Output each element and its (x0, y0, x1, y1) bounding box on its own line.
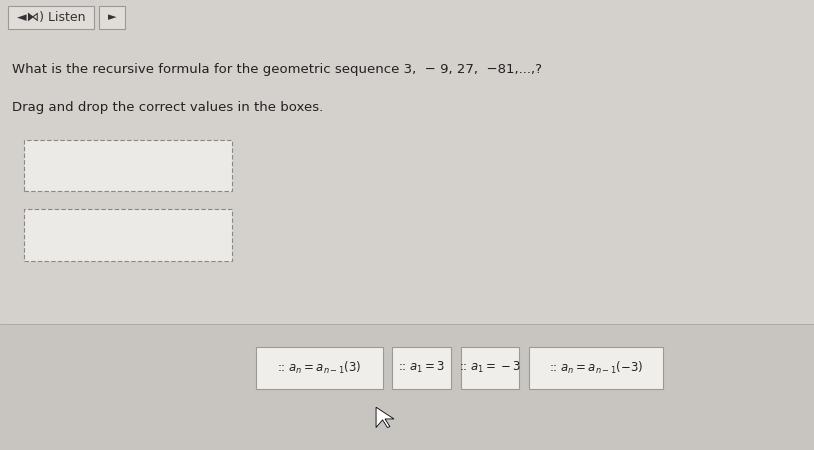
Text: :: $a_n = a_{n-1}(3)$: :: $a_n = a_{n-1}(3)$ (278, 360, 361, 376)
Text: ►: ► (108, 13, 116, 22)
Text: What is the recursive formula for the geometric sequence 3,  − 9, 27,  −81,...,?: What is the recursive formula for the ge… (12, 63, 542, 76)
Bar (24, 140, 232, 191)
Text: Drag and drop the correct values in the boxes.: Drag and drop the correct values in the … (12, 101, 323, 113)
Bar (24, 209, 232, 261)
Text: :: $a_n = a_{n-1}(-3)$: :: $a_n = a_{n-1}(-3)$ (549, 360, 644, 376)
Bar (0, 324, 814, 450)
FancyBboxPatch shape (8, 6, 94, 29)
Polygon shape (376, 407, 394, 427)
Text: ◄⧑) Listen: ◄⧑) Listen (16, 11, 85, 24)
Text: :: $a_1 = 3$: :: $a_1 = 3$ (398, 360, 445, 375)
Bar (529, 346, 663, 389)
Text: :: $a_1 = -3$: :: $a_1 = -3$ (459, 360, 521, 375)
FancyBboxPatch shape (99, 6, 125, 29)
Bar (392, 346, 451, 389)
Bar (256, 346, 383, 389)
Bar (461, 346, 519, 389)
